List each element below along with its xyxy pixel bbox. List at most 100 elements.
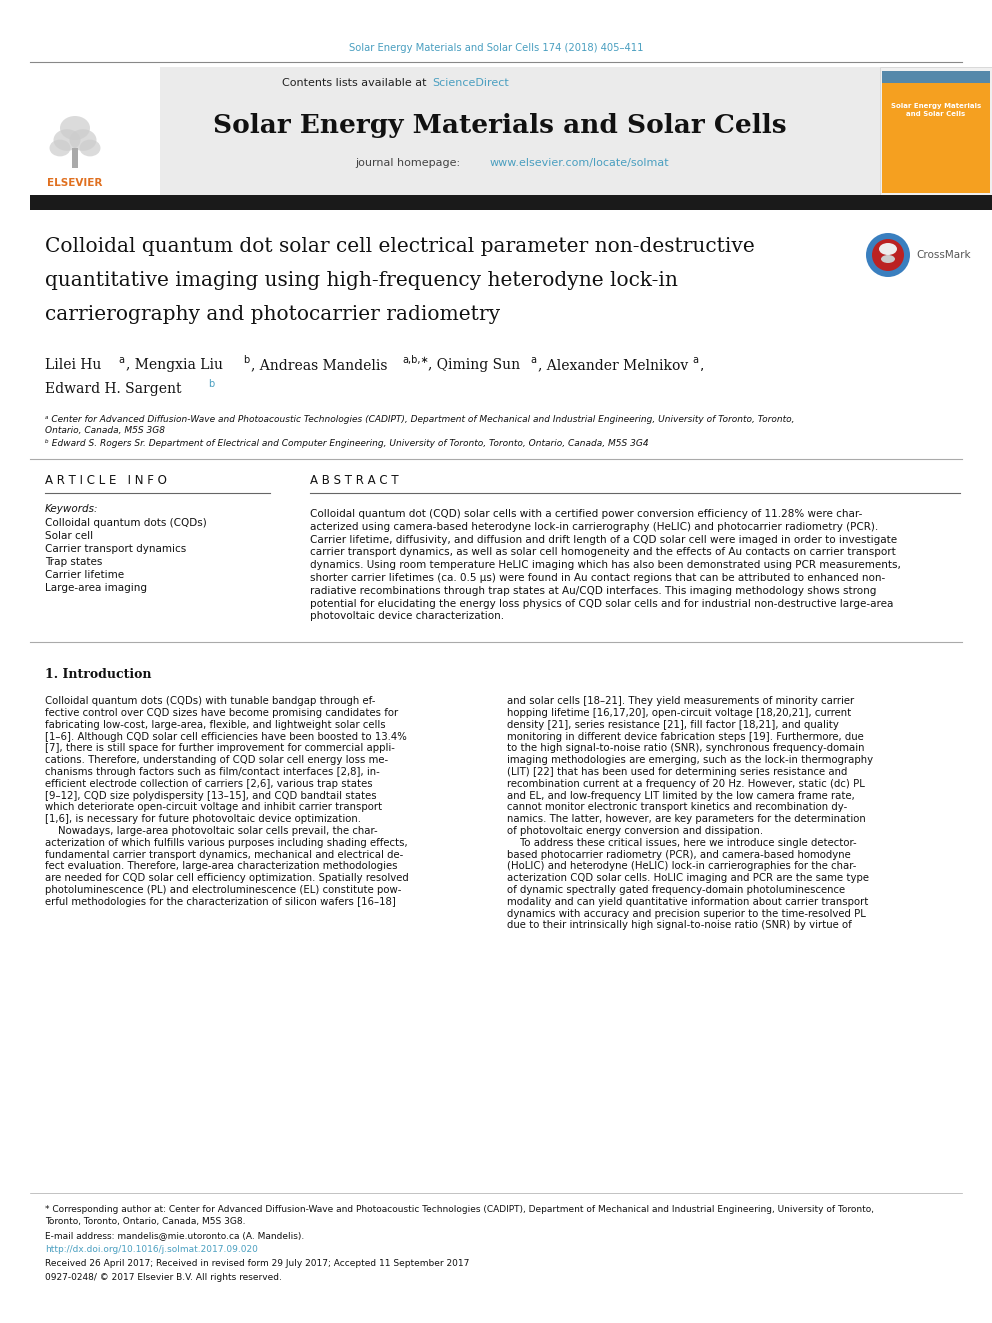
Text: ELSEVIER: ELSEVIER bbox=[48, 179, 103, 188]
Text: Solar Energy Materials and Solar Cells: Solar Energy Materials and Solar Cells bbox=[213, 112, 787, 138]
Text: b: b bbox=[208, 378, 214, 389]
Text: shorter carrier lifetimes (ca. 0.5 μs) were found in Au contact regions that can: shorter carrier lifetimes (ca. 0.5 μs) w… bbox=[310, 573, 885, 583]
Text: erful methodologies for the characterization of silicon wafers [16–18]: erful methodologies for the characteriza… bbox=[45, 897, 396, 906]
Text: Colloidal quantum dot solar cell electrical parameter non-destructive: Colloidal quantum dot solar cell electri… bbox=[45, 238, 755, 257]
Text: [1,6], is necessary for future photovoltaic device optimization.: [1,6], is necessary for future photovolt… bbox=[45, 814, 361, 824]
Text: which deteriorate open-circuit voltage and inhibit carrier transport: which deteriorate open-circuit voltage a… bbox=[45, 803, 382, 812]
Text: dynamics. Using room temperature HeLIC imaging which has also been demonstrated : dynamics. Using room temperature HeLIC i… bbox=[310, 560, 901, 570]
Text: Carrier lifetime: Carrier lifetime bbox=[45, 570, 124, 579]
Text: Colloidal quantum dots (CQDs): Colloidal quantum dots (CQDs) bbox=[45, 519, 206, 528]
Text: a: a bbox=[530, 355, 536, 365]
Text: fabricating low-cost, large-area, flexible, and lightweight solar cells: fabricating low-cost, large-area, flexib… bbox=[45, 720, 386, 730]
Text: chanisms through factors such as film/contact interfaces [2,8], in-: chanisms through factors such as film/co… bbox=[45, 767, 380, 777]
Text: density [21], series resistance [21], fill factor [18,21], and quality: density [21], series resistance [21], fi… bbox=[507, 720, 839, 730]
Text: , Alexander Melnikov: , Alexander Melnikov bbox=[538, 359, 688, 372]
Text: www.elsevier.com/locate/solmat: www.elsevier.com/locate/solmat bbox=[490, 157, 670, 168]
Ellipse shape bbox=[69, 130, 96, 151]
Ellipse shape bbox=[881, 255, 895, 263]
Text: Ontario, Canada, M5S 3G8: Ontario, Canada, M5S 3G8 bbox=[45, 426, 165, 435]
Text: acterized using camera-based heterodyne lock-in carrierography (HeLIC) and photo: acterized using camera-based heterodyne … bbox=[310, 521, 878, 532]
Text: a: a bbox=[692, 355, 698, 365]
Text: based photocarrier radiometry (PCR), and camera-based homodyne: based photocarrier radiometry (PCR), and… bbox=[507, 849, 851, 860]
Text: carrierography and photocarrier radiometry: carrierography and photocarrier radiomet… bbox=[45, 306, 500, 324]
Text: http://dx.doi.org/10.1016/j.solmat.2017.09.020: http://dx.doi.org/10.1016/j.solmat.2017.… bbox=[45, 1245, 258, 1254]
Text: (HoLIC) and heterodyne (HeLIC) lock-in carrierographies for the char-: (HoLIC) and heterodyne (HeLIC) lock-in c… bbox=[507, 861, 856, 872]
Text: cannot monitor electronic transport kinetics and recombination dy-: cannot monitor electronic transport kine… bbox=[507, 803, 847, 812]
Text: recombination current at a frequency of 20 Hz. However, static (dc) PL: recombination current at a frequency of … bbox=[507, 779, 865, 789]
Text: dynamics with accuracy and precision superior to the time-resolved PL: dynamics with accuracy and precision sup… bbox=[507, 909, 866, 918]
Text: radiative recombinations through trap states at Au/CQD interfaces. This imaging : radiative recombinations through trap st… bbox=[310, 586, 876, 595]
Text: potential for elucidating the energy loss physics of CQD solar cells and for ind: potential for elucidating the energy los… bbox=[310, 598, 894, 609]
Ellipse shape bbox=[50, 140, 70, 156]
Circle shape bbox=[866, 233, 910, 277]
Bar bbox=[30, 194, 992, 210]
Text: of dynamic spectrally gated frequency-domain photoluminescence: of dynamic spectrally gated frequency-do… bbox=[507, 885, 845, 894]
Text: [1–6]. Although CQD solar cell efficiencies have been boosted to 13.4%: [1–6]. Although CQD solar cell efficienc… bbox=[45, 732, 407, 742]
Text: Carrier transport dynamics: Carrier transport dynamics bbox=[45, 544, 186, 554]
Text: Colloidal quantum dots (CQDs) with tunable bandgap through ef-: Colloidal quantum dots (CQDs) with tunab… bbox=[45, 696, 375, 706]
Text: Carrier lifetime, diffusivity, and diffusion and drift length of a CQD solar cel: Carrier lifetime, diffusivity, and diffu… bbox=[310, 534, 897, 545]
Text: namics. The latter, however, are key parameters for the determination: namics. The latter, however, are key par… bbox=[507, 814, 866, 824]
Text: Keywords:: Keywords: bbox=[45, 504, 98, 515]
Ellipse shape bbox=[79, 140, 100, 156]
Circle shape bbox=[872, 239, 904, 271]
Text: photoluminescence (PL) and electroluminescence (EL) constitute pow-: photoluminescence (PL) and electrolumine… bbox=[45, 885, 402, 894]
Text: acterization of which fulfills various purposes including shading effects,: acterization of which fulfills various p… bbox=[45, 837, 408, 848]
Bar bbox=[880, 67, 992, 194]
Text: and solar cells [18–21]. They yield measurements of minority carrier: and solar cells [18–21]. They yield meas… bbox=[507, 696, 854, 706]
Text: to the high signal-to-noise ratio (SNR), synchronous frequency-domain: to the high signal-to-noise ratio (SNR),… bbox=[507, 744, 864, 753]
Text: ᵇ Edward S. Rogers Sr. Department of Electrical and Computer Engineering, Univer: ᵇ Edward S. Rogers Sr. Department of Ele… bbox=[45, 438, 649, 447]
Text: quantitative imaging using high-frequency heterodyne lock-in: quantitative imaging using high-frequenc… bbox=[45, 271, 678, 291]
Text: ,: , bbox=[700, 359, 704, 372]
Text: journal homepage:: journal homepage: bbox=[355, 157, 463, 168]
Text: Solar cell: Solar cell bbox=[45, 531, 93, 541]
Text: Large-area imaging: Large-area imaging bbox=[45, 583, 147, 593]
Text: , Mengxia Liu: , Mengxia Liu bbox=[126, 359, 223, 372]
Text: and EL, and low-frequency LIT limited by the low camera frame rate,: and EL, and low-frequency LIT limited by… bbox=[507, 791, 855, 800]
Text: Toronto, Toronto, Ontario, Canada, M5S 3G8.: Toronto, Toronto, Ontario, Canada, M5S 3… bbox=[45, 1217, 245, 1226]
Text: CrossMark: CrossMark bbox=[916, 250, 970, 261]
Text: ScienceDirect: ScienceDirect bbox=[432, 78, 509, 89]
Text: [9–12], CQD size polydispersity [13–15], and CQD bandtail states: [9–12], CQD size polydispersity [13–15],… bbox=[45, 791, 377, 800]
Text: Trap states: Trap states bbox=[45, 557, 102, 568]
Text: efficient electrode collection of carriers [2,6], various trap states: efficient electrode collection of carrie… bbox=[45, 779, 373, 789]
Text: Colloidal quantum dot (CQD) solar cells with a certified power conversion effici: Colloidal quantum dot (CQD) solar cells … bbox=[310, 509, 862, 519]
Text: modality and can yield quantitative information about carrier transport: modality and can yield quantitative info… bbox=[507, 897, 868, 906]
Text: * Corresponding author at: Center for Advanced Diffusion-Wave and Photoacoustic : * Corresponding author at: Center for Ad… bbox=[45, 1205, 874, 1215]
Text: hopping lifetime [16,17,20], open-circuit voltage [18,20,21], current: hopping lifetime [16,17,20], open-circui… bbox=[507, 708, 851, 718]
Text: A R T I C L E   I N F O: A R T I C L E I N F O bbox=[45, 475, 167, 487]
Text: 1. Introduction: 1. Introduction bbox=[45, 668, 152, 681]
Text: a: a bbox=[118, 355, 124, 365]
Text: acterization CQD solar cells. HoLIC imaging and PCR are the same type: acterization CQD solar cells. HoLIC imag… bbox=[507, 873, 869, 884]
Text: cations. Therefore, understanding of CQD solar cell energy loss me-: cations. Therefore, understanding of CQD… bbox=[45, 755, 388, 765]
Text: a,b,∗: a,b,∗ bbox=[402, 355, 429, 365]
Text: photovoltaic device characterization.: photovoltaic device characterization. bbox=[310, 611, 504, 622]
Bar bbox=[72, 148, 78, 168]
Text: are needed for CQD solar cell efficiency optimization. Spatially resolved: are needed for CQD solar cell efficiency… bbox=[45, 873, 409, 884]
Text: Received 26 April 2017; Received in revised form 29 July 2017; Accepted 11 Septe: Received 26 April 2017; Received in revi… bbox=[45, 1259, 469, 1267]
Text: fective control over CQD sizes have become promising candidates for: fective control over CQD sizes have beco… bbox=[45, 708, 398, 718]
Bar bbox=[882, 83, 990, 193]
Text: Solar Energy Materials and Solar Cells 174 (2018) 405–411: Solar Energy Materials and Solar Cells 1… bbox=[349, 44, 643, 53]
Ellipse shape bbox=[879, 243, 897, 255]
Text: To address these critical issues, here we introduce single detector-: To address these critical issues, here w… bbox=[507, 837, 857, 848]
Bar bbox=[882, 71, 990, 83]
Text: [7], there is still space for further improvement for commercial appli-: [7], there is still space for further im… bbox=[45, 744, 395, 753]
Text: Solar Energy Materials
and Solar Cells: Solar Energy Materials and Solar Cells bbox=[891, 103, 981, 116]
Text: monitoring in different device fabrication steps [19]. Furthermore, due: monitoring in different device fabricati… bbox=[507, 732, 864, 742]
Text: , Qiming Sun: , Qiming Sun bbox=[428, 359, 520, 372]
Text: Lilei Hu: Lilei Hu bbox=[45, 359, 101, 372]
Text: fundamental carrier transport dynamics, mechanical and electrical de-: fundamental carrier transport dynamics, … bbox=[45, 849, 404, 860]
Text: Edward H. Sargent: Edward H. Sargent bbox=[45, 382, 182, 396]
Text: , Andreas Mandelis: , Andreas Mandelis bbox=[251, 359, 388, 372]
Text: 0927-0248/ © 2017 Elsevier B.V. All rights reserved.: 0927-0248/ © 2017 Elsevier B.V. All righ… bbox=[45, 1273, 282, 1282]
Text: Nowadays, large-area photovoltaic solar cells prevail, the char-: Nowadays, large-area photovoltaic solar … bbox=[45, 826, 378, 836]
Text: A B S T R A C T: A B S T R A C T bbox=[310, 475, 399, 487]
Ellipse shape bbox=[60, 116, 90, 140]
Ellipse shape bbox=[54, 130, 80, 151]
Bar bbox=[160, 67, 880, 194]
Text: carrier transport dynamics, as well as solar cell homogeneity and the effects of: carrier transport dynamics, as well as s… bbox=[310, 548, 896, 557]
Text: of photovoltaic energy conversion and dissipation.: of photovoltaic energy conversion and di… bbox=[507, 826, 763, 836]
Text: ᵃ Center for Advanced Diffusion-Wave and Photoacoustic Technologies (CADIPT), De: ᵃ Center for Advanced Diffusion-Wave and… bbox=[45, 414, 795, 423]
Bar bbox=[30, 67, 160, 194]
